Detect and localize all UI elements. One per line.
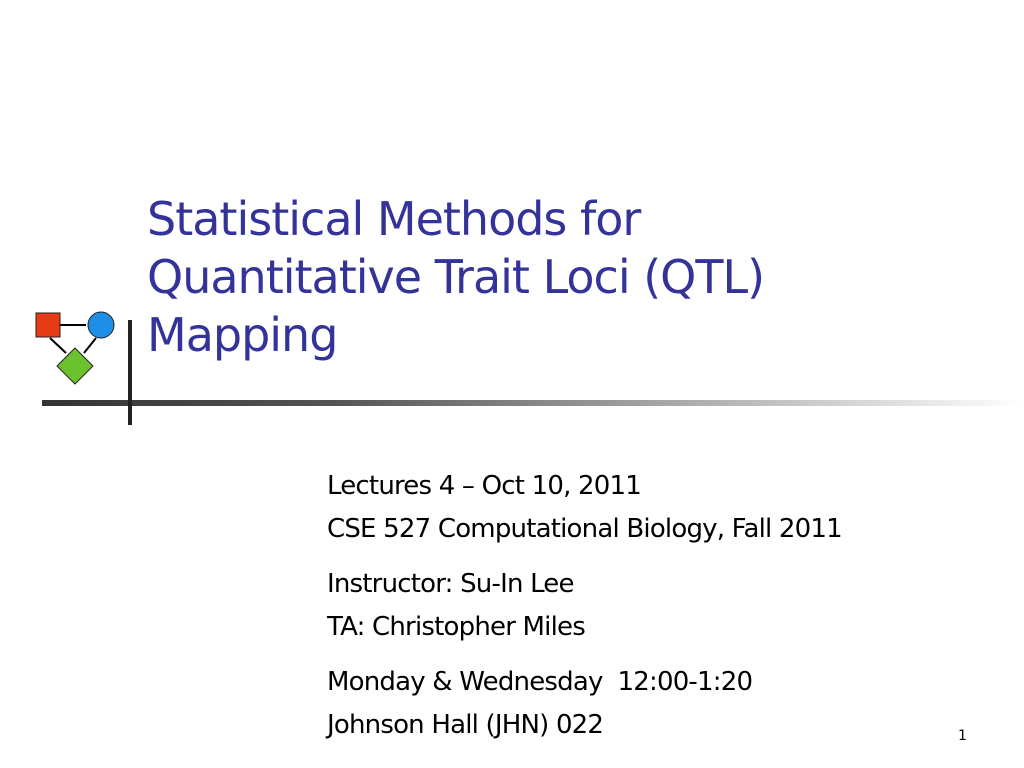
title-line: Statistical Methods for <box>147 192 641 246</box>
title-line: Mapping <box>147 308 338 362</box>
rule <box>42 400 1024 406</box>
subtitle-line: Monday & Wednesday 12:00-1:20 <box>327 667 753 697</box>
subtitle-line: Instructor: Su-In Lee <box>327 569 575 599</box>
vertical-rule <box>128 320 132 425</box>
subtitle-group: Instructor: Su-In Lee TA: Christopher Mi… <box>327 563 842 649</box>
subtitle-line: CSE 527 Computational Biology, Fall 2011 <box>327 514 843 544</box>
page-number: 1 <box>958 728 967 744</box>
subtitle-line: Lectures 4 – Oct 10, 2011 <box>327 471 642 501</box>
subtitle-group: Lectures 4 – Oct 10, 2011 CSE 527 Comput… <box>327 465 843 551</box>
subtitle-line: Johnson Hall (JHN) 022 <box>327 710 604 740</box>
title-line: Quantitative Trait Loci (QTL) <box>147 250 765 304</box>
logo <box>35 311 115 385</box>
title: Statistical Methods for Quantitative Tra… <box>147 190 765 364</box>
subtitle-group: Monday & Wednesday 12:00-1:20 Johnson Ha… <box>327 661 842 747</box>
subtitle: Lectures 4 – Oct 10, 2011 CSE 527 Comput… <box>327 465 843 759</box>
subtitle-line: TA: Christopher Miles <box>327 612 586 642</box>
